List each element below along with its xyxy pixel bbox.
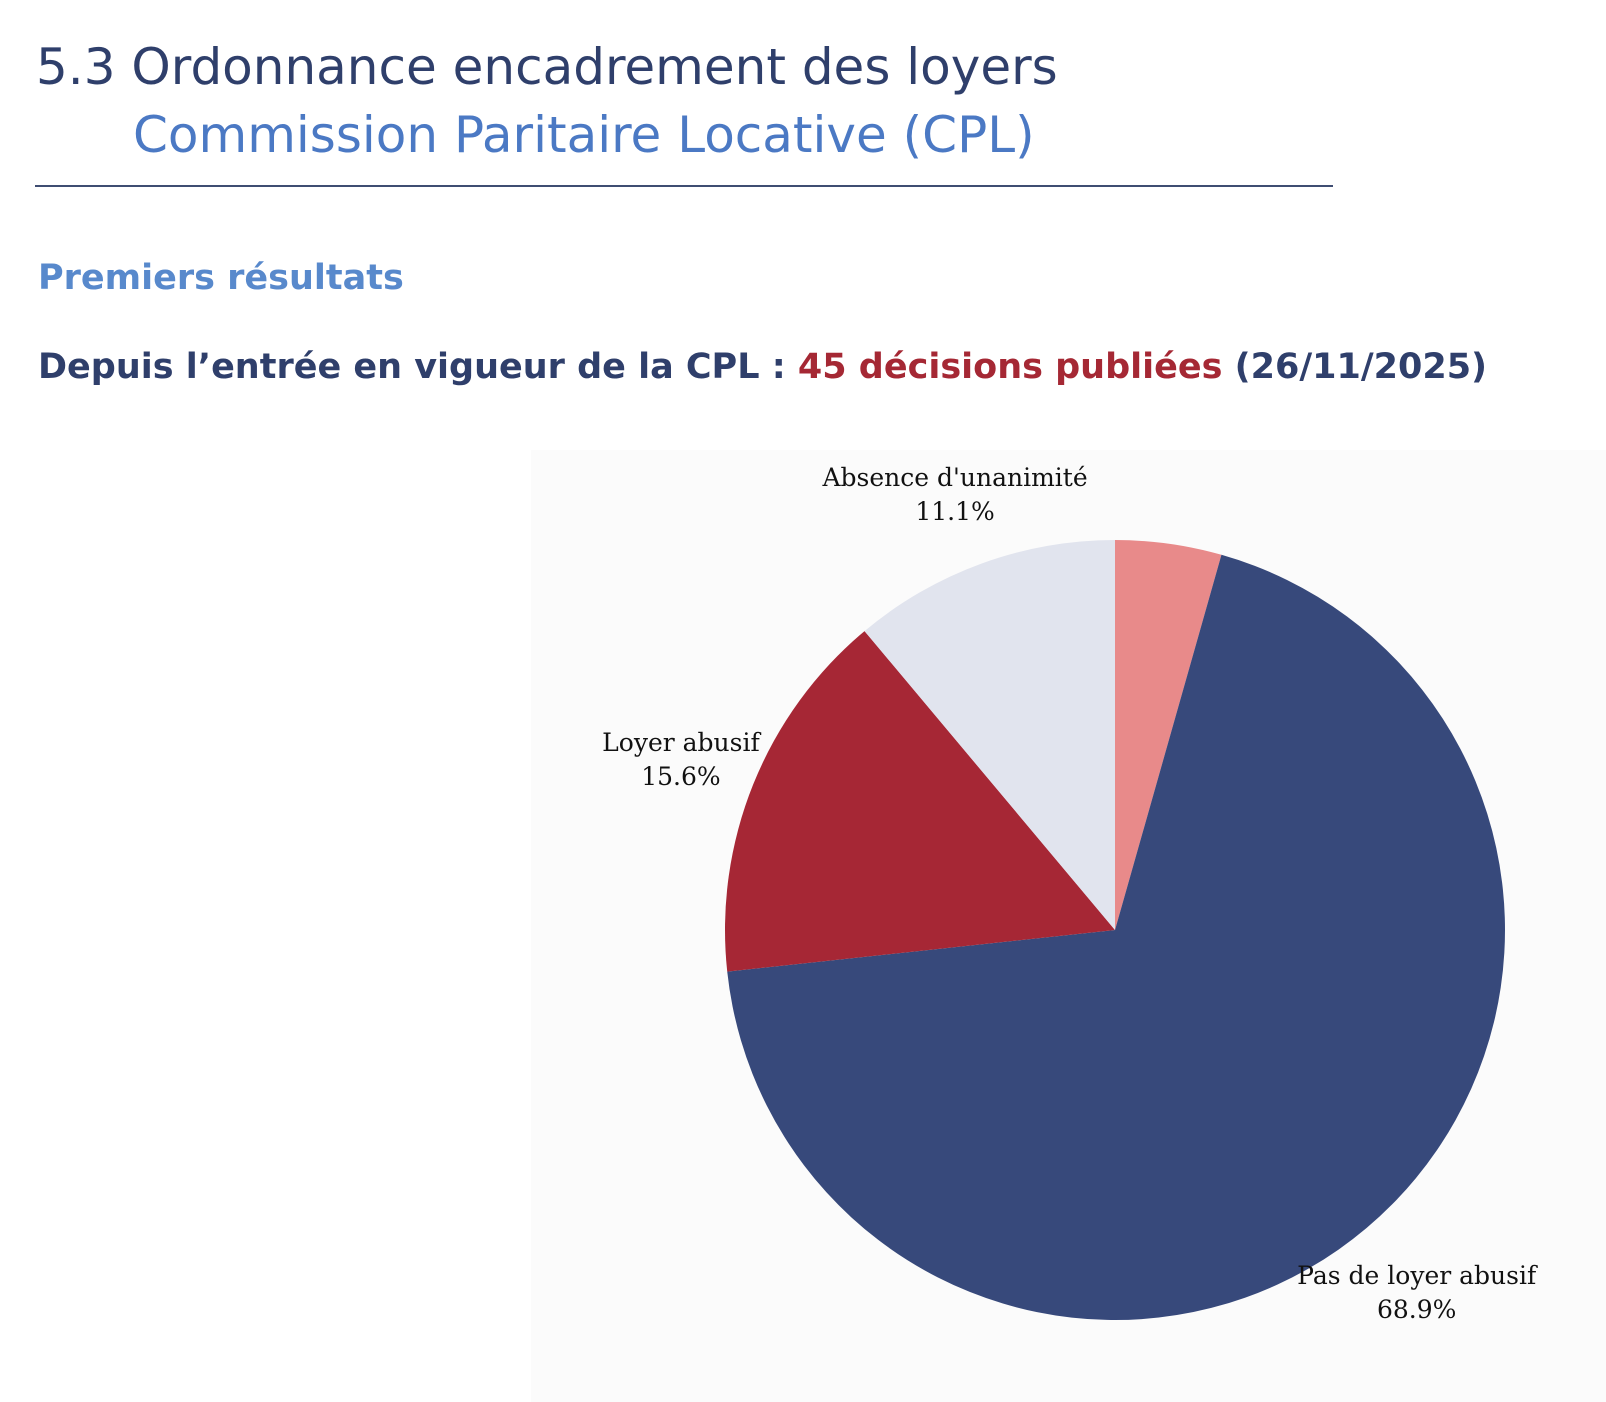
pie-label: Absence d'unanimité 11.1%	[822, 463, 1088, 526]
pie-label-pct: 68.9%	[1377, 1295, 1456, 1324]
pie-slice-pas-de-loyer-abusif	[727, 554, 1505, 1320]
pie-label-pct: 15.6%	[641, 762, 720, 791]
chart-panel: Pas de loyer abusif 68.9% Loyer abusif 15.6…	[531, 450, 1606, 1402]
page-subtitle: Commission Paritaire Locative (CPL)	[133, 106, 1035, 164]
pie-label-name: Pas de loyer abusif	[1297, 1261, 1538, 1290]
pie-slice-loyer-abusif	[725, 631, 1115, 972]
pie-label-name: Loyer abusif	[602, 728, 761, 757]
pie-label-pct: 11.1%	[915, 497, 994, 526]
section-heading: Premiers résultats	[38, 258, 404, 298]
decisions-summary: Depuis l’entrée en vigueur de la CPL : 4…	[38, 347, 1487, 387]
decisions-count-highlight: 45 décisions publiées	[797, 347, 1223, 387]
title-divider	[35, 185, 1333, 187]
pie-slice-autre	[1115, 540, 1222, 930]
pie-label-name: Absence d'unanimité	[822, 463, 1088, 492]
pie-label: Pas de loyer abusif 68.9%	[1297, 1261, 1538, 1324]
summary-prefix: Depuis l’entrée en vigueur de la CPL :	[38, 347, 798, 387]
pie-chart: Pas de loyer abusif 68.9% Loyer abusif 15.6…	[602, 463, 1538, 1324]
pie-slice-absence-d-unanimit	[864, 540, 1115, 930]
page-title: 5.3 Ordonnance encadrement des loyers	[36, 38, 1058, 96]
pie-label: Loyer abusif 15.6%	[602, 728, 761, 791]
summary-date: (26/11/2025)	[1222, 347, 1488, 387]
